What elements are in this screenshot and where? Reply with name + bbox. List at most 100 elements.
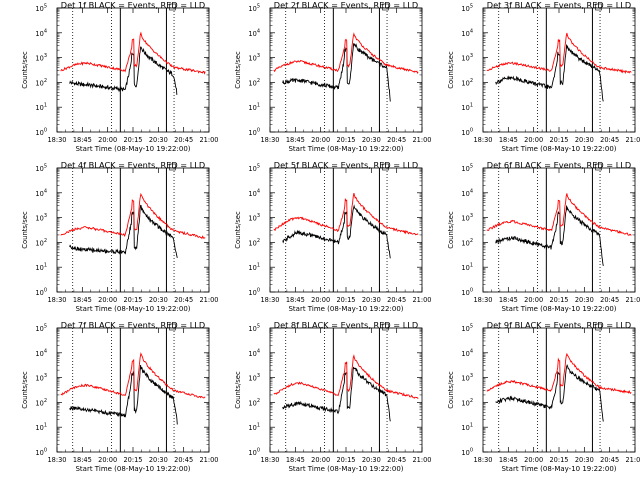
y-tick-base: 10 bbox=[248, 350, 256, 358]
y-tick-exponent: 3 bbox=[44, 213, 47, 219]
y-tick-base: 10 bbox=[248, 424, 256, 432]
y-axis-label: Counts/sec bbox=[21, 371, 29, 409]
y-tick-label: 104 bbox=[461, 348, 473, 358]
x-tick-label: 20:15 bbox=[549, 296, 568, 304]
y-tick-base: 10 bbox=[35, 190, 43, 198]
x-axis-label: Start Time (08-May-10 19:22:00) bbox=[75, 305, 190, 313]
y-tick-label: 100 bbox=[461, 128, 473, 138]
x-axis-label: Start Time (08-May-10 19:22:00) bbox=[288, 145, 403, 153]
x-tick-label: 21:00 bbox=[625, 456, 640, 464]
x-axis-label: Start Time (08-May-10 19:22:00) bbox=[75, 465, 190, 473]
y-tick-base: 10 bbox=[248, 55, 256, 63]
x-tick-label: 21:00 bbox=[199, 296, 218, 304]
x-tick-label: 20:45 bbox=[174, 136, 193, 144]
x-tick-label: 20:30 bbox=[575, 456, 594, 464]
y-tick-base: 10 bbox=[461, 399, 469, 407]
y-tick-base: 10 bbox=[248, 289, 256, 297]
x-tick-label: 20:45 bbox=[600, 296, 619, 304]
y-tick-label: 104 bbox=[248, 28, 260, 38]
x-tick-label: 20:45 bbox=[600, 456, 619, 464]
y-tick-exponent: 4 bbox=[257, 188, 260, 194]
x-tick-label: 21:00 bbox=[625, 136, 640, 144]
y-tick-label: 104 bbox=[35, 188, 47, 198]
y-tick-label: 101 bbox=[461, 263, 473, 273]
y-tick-label: 102 bbox=[35, 398, 47, 408]
x-tick-label: 18:45 bbox=[286, 456, 305, 464]
x-tick-label: 18:30 bbox=[473, 136, 492, 144]
y-tick-label: 102 bbox=[461, 238, 473, 248]
y-axis-label: Counts/sec bbox=[234, 51, 242, 89]
y-tick-base: 10 bbox=[248, 5, 256, 13]
lld-series-line bbox=[60, 31, 206, 75]
y-tick-label: 101 bbox=[35, 103, 47, 113]
y-tick-base: 10 bbox=[461, 264, 469, 272]
y-tick-base: 10 bbox=[35, 449, 43, 457]
y-tick-label: 105 bbox=[248, 4, 260, 14]
title-marker-box bbox=[169, 163, 176, 171]
events-series-line bbox=[69, 365, 178, 425]
x-tick-label: 21:00 bbox=[412, 456, 431, 464]
y-tick-label: 105 bbox=[461, 4, 473, 14]
y-tick-base: 10 bbox=[461, 215, 469, 223]
y-tick-exponent: 5 bbox=[257, 164, 260, 170]
x-axis-label: Start Time (08-May-10 19:22:00) bbox=[288, 305, 403, 313]
y-tick-base: 10 bbox=[35, 350, 43, 358]
x-axis-label: Start Time (08-May-10 19:22:00) bbox=[501, 465, 616, 473]
y-tick-base: 10 bbox=[35, 165, 43, 173]
x-tick-label: 18:30 bbox=[473, 296, 492, 304]
y-tick-base: 10 bbox=[35, 104, 43, 112]
events-series-line bbox=[69, 46, 178, 95]
events-series-line bbox=[495, 44, 604, 102]
x-tick-label: 20:00 bbox=[311, 456, 330, 464]
y-tick-exponent: 5 bbox=[470, 324, 473, 330]
y-tick-label: 101 bbox=[248, 103, 260, 113]
y-tick-label: 105 bbox=[248, 164, 260, 174]
y-tick-exponent: 3 bbox=[44, 373, 47, 379]
y-tick-exponent: 5 bbox=[44, 4, 47, 10]
x-tick-label: 20:15 bbox=[549, 136, 568, 144]
y-tick-exponent: 1 bbox=[470, 423, 473, 429]
x-tick-label: 18:30 bbox=[473, 456, 492, 464]
title-marker-box bbox=[595, 3, 602, 11]
events-series-line bbox=[69, 204, 178, 259]
y-tick-base: 10 bbox=[35, 129, 43, 137]
x-tick-label: 20:30 bbox=[575, 296, 594, 304]
y-tick-base: 10 bbox=[248, 325, 256, 333]
lld-series-line bbox=[486, 32, 632, 74]
x-tick-label: 18:45 bbox=[286, 136, 305, 144]
y-tick-base: 10 bbox=[248, 399, 256, 407]
y-tick-exponent: 5 bbox=[257, 4, 260, 10]
y-tick-base: 10 bbox=[248, 449, 256, 457]
y-tick-base: 10 bbox=[461, 104, 469, 112]
y-tick-exponent: 1 bbox=[44, 263, 47, 269]
y-tick-exponent: 5 bbox=[470, 4, 473, 10]
lld-series-line bbox=[60, 352, 206, 399]
y-tick-label: 102 bbox=[461, 78, 473, 88]
y-tick-base: 10 bbox=[248, 30, 256, 38]
y-tick-base: 10 bbox=[248, 190, 256, 198]
panel-title: Det 1f BLACK = Events, RED = LLD bbox=[61, 0, 205, 10]
y-tick-label: 102 bbox=[248, 238, 260, 248]
y-tick-label: 102 bbox=[35, 238, 47, 248]
lld-series-line bbox=[273, 32, 419, 74]
y-tick-base: 10 bbox=[35, 264, 43, 272]
x-tick-label: 20:30 bbox=[149, 136, 168, 144]
events-series-line bbox=[495, 205, 604, 266]
plot-frame bbox=[269, 327, 423, 453]
y-tick-base: 10 bbox=[461, 289, 469, 297]
x-tick-label: 18:30 bbox=[260, 296, 279, 304]
events-series-line bbox=[282, 366, 391, 422]
y-tick-exponent: 2 bbox=[44, 78, 47, 84]
y-tick-label: 101 bbox=[248, 263, 260, 273]
y-tick-exponent: 3 bbox=[257, 213, 260, 219]
series-group bbox=[486, 352, 632, 422]
lld-series-line bbox=[486, 193, 632, 236]
y-tick-label: 102 bbox=[248, 78, 260, 88]
y-tick-exponent: 1 bbox=[44, 103, 47, 109]
x-tick-label: 20:45 bbox=[387, 456, 406, 464]
x-tick-label: 20:15 bbox=[123, 296, 142, 304]
title-marker-box bbox=[382, 323, 389, 331]
x-tick-label: 20:00 bbox=[524, 136, 543, 144]
y-tick-base: 10 bbox=[35, 215, 43, 223]
